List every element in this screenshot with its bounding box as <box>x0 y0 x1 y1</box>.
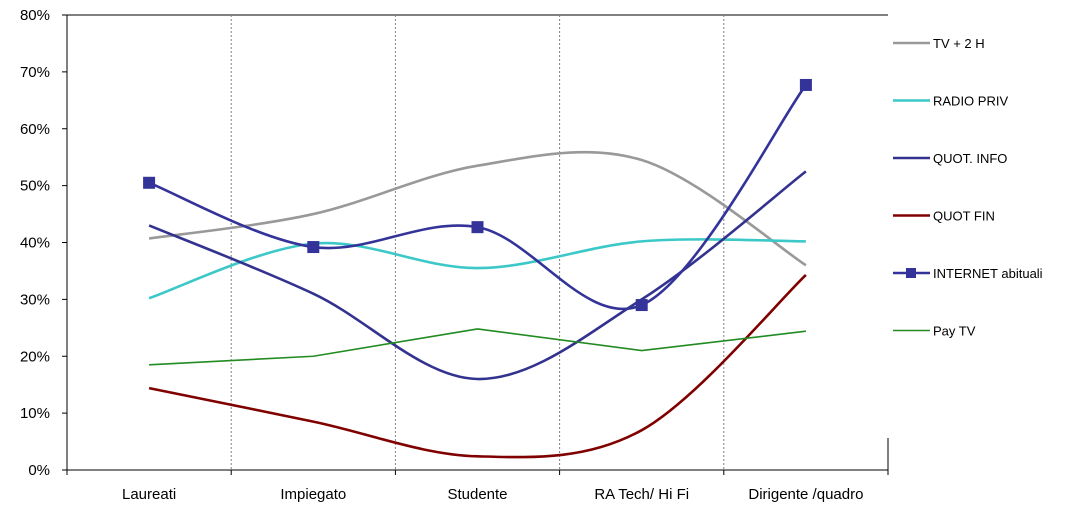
data-point-marker <box>799 78 812 91</box>
y-tick-label: 40% <box>20 235 50 252</box>
series-line <box>149 328 806 366</box>
legend-label: Pay TV <box>933 324 976 339</box>
x-tick-label: Laureati <box>122 486 176 503</box>
y-tick-label: 80% <box>20 7 50 24</box>
x-axis: Laureati Impiegato Studente RA Tech/ Hi Fi D… <box>66 470 889 503</box>
legend-marker <box>906 268 916 278</box>
series-radio-priv <box>148 238 806 300</box>
series-line <box>148 150 807 267</box>
y-tick-label: 60% <box>20 121 50 138</box>
data-point-marker <box>471 221 484 234</box>
y-tick-label: 0% <box>28 462 50 479</box>
legend-label: RADIO PRIV <box>933 94 1008 109</box>
legend-item: QUOT FIN <box>893 209 995 224</box>
series-line <box>148 170 807 381</box>
legend: TV + 2 H RADIO PRIV QUOT. INFO QUOT FIN INTE… <box>893 36 1043 339</box>
series-pay-tv <box>149 328 806 366</box>
series-line <box>148 273 807 459</box>
x-tick-label: Dirigente /quadro <box>748 486 863 503</box>
legend-label: QUOT. INFO <box>933 151 1007 166</box>
data-point-marker <box>635 299 648 312</box>
series-quot-info <box>148 170 807 381</box>
legend-item: QUOT. INFO <box>893 151 1007 166</box>
series-internet-abituali <box>143 78 812 312</box>
series-line <box>148 238 806 300</box>
y-tick-label: 30% <box>20 291 50 308</box>
legend-item: Pay TV <box>893 324 976 339</box>
category-separators <box>230 15 725 470</box>
x-tick-label: Studente <box>447 486 507 503</box>
y-tick-label: 20% <box>20 348 50 365</box>
series-tv-2-h <box>148 150 807 267</box>
legend-label: TV + 2 H <box>933 36 985 51</box>
series-line <box>148 84 807 311</box>
series-lines <box>143 78 812 459</box>
legend-item: INTERNET abituali <box>893 266 1043 281</box>
legend-label: INTERNET abituali <box>933 266 1043 281</box>
legend-label: QUOT FIN <box>933 209 995 224</box>
y-axis: 0% 10% 20% 30% 40% 50% 60% 70% 80% <box>20 7 67 479</box>
x-tick-label: RA Tech/ Hi Fi <box>594 486 689 503</box>
legend-item: RADIO PRIV <box>893 94 1008 109</box>
x-tick-label: Impiegato <box>280 486 346 503</box>
legend-item: TV + 2 H <box>893 36 985 51</box>
data-point-marker <box>143 176 156 189</box>
y-tick-label: 50% <box>20 178 50 195</box>
y-tick-label: 70% <box>20 64 50 81</box>
series-quot-fin <box>148 273 807 459</box>
y-tick-label: 10% <box>20 405 50 422</box>
data-point-marker <box>307 241 320 254</box>
